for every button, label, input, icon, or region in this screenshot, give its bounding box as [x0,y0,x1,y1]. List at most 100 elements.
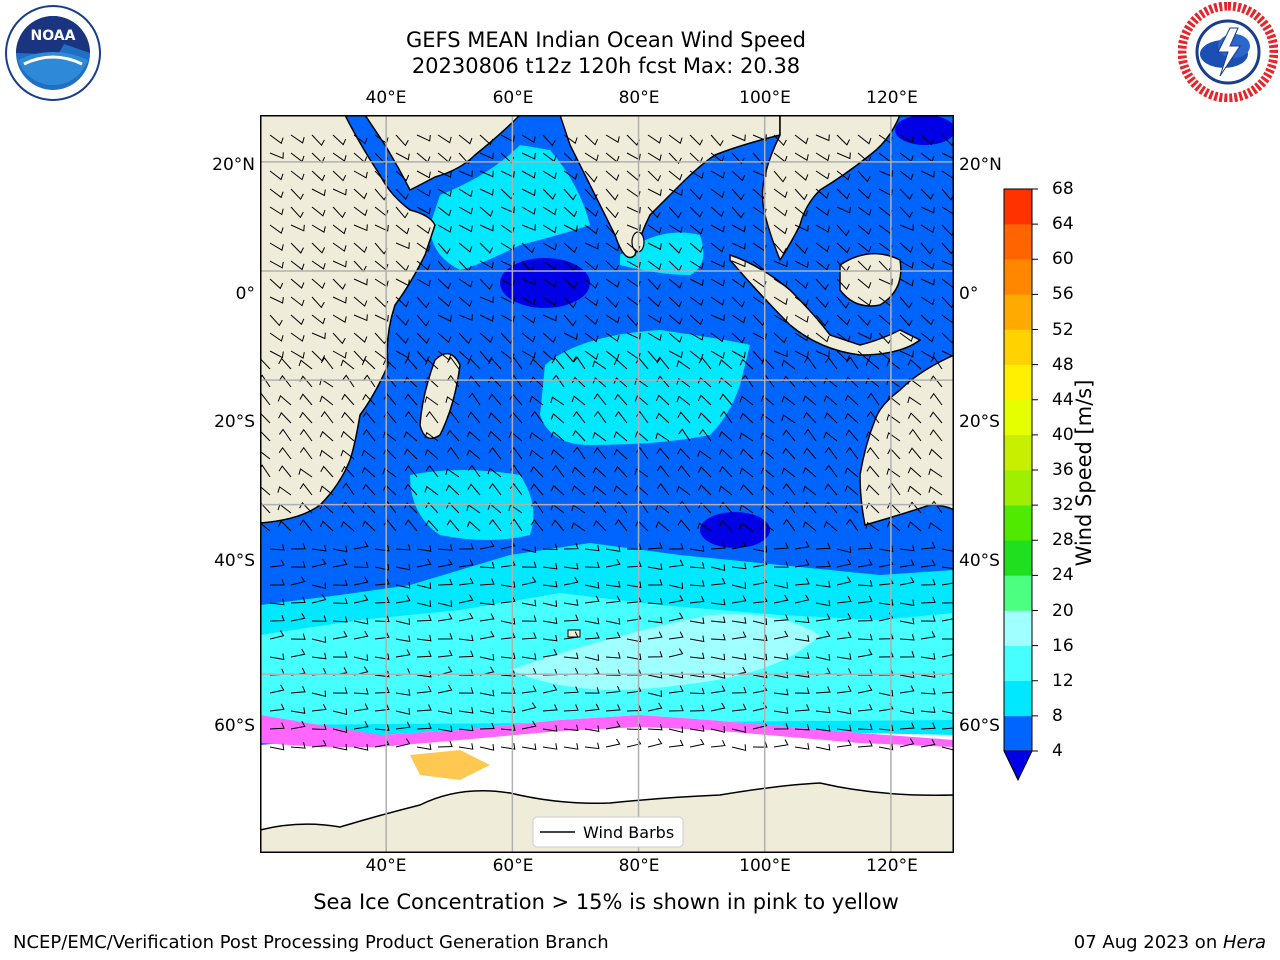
wind-barb [689,545,705,552]
wind-barb [563,704,579,712]
wind-barb [773,688,789,696]
wind-barb [815,350,830,358]
wind-barb [592,360,607,370]
wind-barb [928,486,943,496]
wind-barb [613,448,628,460]
wind-barb [542,134,556,147]
wind-barb [782,429,796,442]
wind-barb [857,703,873,712]
wind-barb [865,502,880,514]
wind-barb [689,580,705,587]
wind-barb [655,412,670,424]
wind-barb [677,519,691,532]
wind-barb [395,314,409,326]
wind-barb [332,597,348,605]
wind-barb [908,501,922,514]
wind-barb [479,653,495,661]
colorbar-segment-13 [1004,259,1032,295]
wind-barb [563,332,578,341]
wind-barb [563,576,579,586]
madagascar [419,352,461,440]
wind-barb [487,467,502,478]
wind-barb [886,395,901,406]
wind-barb [563,542,579,550]
wind-barb [542,580,558,588]
wind-barb [445,484,460,496]
wind-barb [521,546,537,554]
wind-barb [500,724,516,731]
wind-barb [710,260,725,268]
title-line-1: GEFS MEAN Indian Ocean Wind Speed [405,28,807,52]
wind-barb [319,520,334,532]
wind-barb [920,542,936,550]
wind-barb [920,224,935,234]
wind-barb [731,350,746,359]
wind-barb [773,332,788,344]
wind-barb [823,377,838,388]
wind-barb [718,377,733,388]
wind-barb [878,651,894,658]
colorbar-tick-label: 16 [1052,635,1074,656]
wind-barb [899,633,915,641]
wind-barb [500,743,516,750]
wind-barb [857,188,872,200]
wind-barb [865,377,880,388]
wind-barb [319,449,334,460]
wind-barb [563,599,579,606]
wind-barb [689,738,705,748]
wind-barb [584,188,598,201]
wind-barb [941,566,954,570]
colorbar-tick-label: 8 [1052,705,1063,726]
svg-text:NOAA: NOAA [31,28,76,44]
wind-barb [584,742,600,750]
wind-barb [655,521,670,532]
wind-barb [886,432,901,442]
wind-barb [815,152,830,162]
wind-barb [332,743,348,751]
colorbar [1003,188,1038,782]
wind-barb [550,396,565,406]
wind-barb [719,465,733,478]
wind-barb [794,206,809,217]
wind-barb [319,378,334,388]
india [559,115,781,259]
wind-barb [605,685,621,694]
wind-barb [865,484,880,496]
wind-barb [521,278,536,286]
wind-barb [719,410,733,424]
colorbar-segment-12 [1004,294,1032,330]
wind-barb [383,519,397,532]
wind-barb [689,704,705,712]
wind-barb [311,544,327,552]
wind-barb [655,432,670,442]
wind-barb [584,152,599,162]
colorbar-segment-0 [1004,715,1032,752]
footer-host: Hera [1222,932,1266,953]
wind-barb [689,278,704,287]
wind-barb [584,617,600,625]
wind-barb [689,725,705,732]
wind-barb [416,634,432,642]
wind-barb [794,652,810,659]
wind-barb [311,134,325,147]
lat-tick-left-3: 20°S [214,412,255,432]
wind-barb [542,743,558,750]
wind-barb [941,746,954,751]
wind-barb [332,579,348,586]
wind-barb [290,686,306,694]
wind-barb [311,739,327,748]
map-frame [260,115,954,853]
wind-barb [260,522,271,532]
wind-barb [731,744,747,751]
wind-barb [710,542,726,550]
wind-barb [710,134,724,147]
wind-barb [613,485,628,496]
wind-barb [668,685,684,694]
colorbar-segment-14 [1004,224,1032,260]
wind-barb [458,687,474,694]
wind-barb [479,744,495,751]
wind-barb [332,332,346,345]
wind-barb [403,448,418,460]
wind-barb [836,332,851,343]
wind-barb [823,395,838,406]
